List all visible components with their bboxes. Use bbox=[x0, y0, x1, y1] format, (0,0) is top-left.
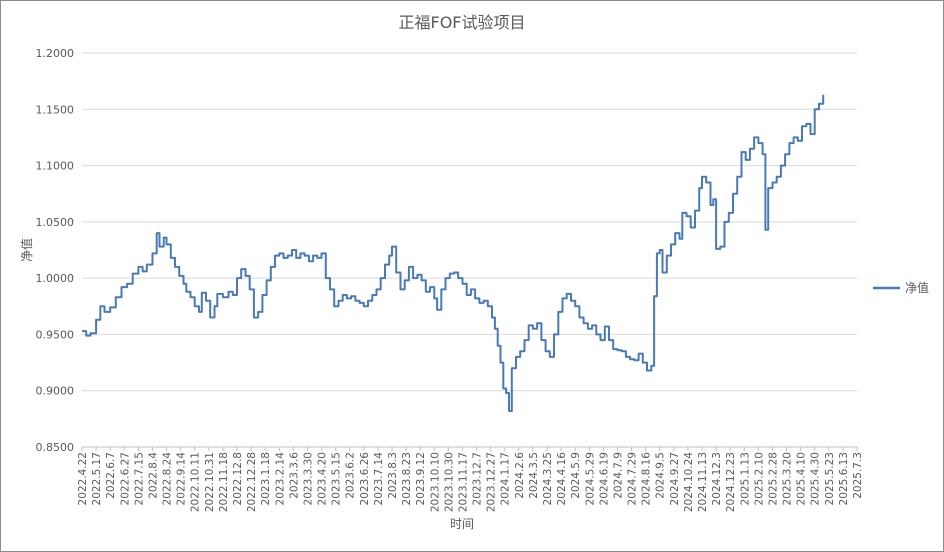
legend: 净值 bbox=[873, 280, 929, 295]
x-tick-label: 2023.11.17 bbox=[457, 452, 469, 512]
x-tick-label: 2025.5.23 bbox=[824, 452, 836, 505]
x-tick-label: 2025.1.13 bbox=[739, 452, 751, 505]
x-tick-label: 2024.9.5 bbox=[655, 452, 667, 499]
y-tick-label: 0.9000 bbox=[36, 385, 75, 398]
x-tick-label: 2023.1.18 bbox=[260, 452, 272, 505]
x-tick-label: 2023.3.30 bbox=[302, 452, 314, 505]
x-tick-label: 2022.7.15 bbox=[133, 452, 145, 505]
x-tick-label: 2024.7.9 bbox=[612, 452, 624, 499]
x-tick-label: 2023.12.7 bbox=[472, 452, 484, 505]
y-tick-label: 1.2000 bbox=[36, 47, 75, 60]
x-tick-label: 2022.12.28 bbox=[246, 452, 258, 512]
x-tick-label: 2023.10.30 bbox=[443, 452, 455, 512]
x-tick-label: 2024.4.16 bbox=[556, 452, 568, 506]
x-tick-label: 2024.1.17 bbox=[500, 452, 512, 505]
x-tick-label: 2022.12.8 bbox=[232, 452, 244, 505]
x-tick-label: 2022.8.24 bbox=[162, 452, 174, 506]
chart-title: 正福FOF试验项目 bbox=[398, 13, 525, 32]
x-tick-label: 2022.4.22 bbox=[77, 452, 89, 505]
x-tick-label: 2022.8.4 bbox=[147, 452, 159, 499]
y-axis-ticks: 0.8500 0.9000 0.9500 1.0000 1.0500 1.1000 1.15… bbox=[36, 47, 75, 454]
y-tick-label: 0.9500 bbox=[36, 328, 75, 341]
x-tick-label: 2025.4.10 bbox=[796, 452, 808, 505]
x-tick-label: 2022.9.14 bbox=[176, 452, 188, 506]
series-line-1 bbox=[82, 94, 825, 412]
x-axis-tick-labels: 2022.4.22 2022.5.17 2022.6.7 2022.6.27 2022.… bbox=[77, 452, 864, 512]
series-lines bbox=[82, 94, 825, 412]
x-tick-label: 2024.6.19 bbox=[598, 452, 610, 505]
x-tick-label: 2022.6.27 bbox=[119, 452, 131, 505]
x-tick-label: 2022.5.17 bbox=[91, 452, 103, 505]
x-tick-label: 2024.11.13 bbox=[697, 452, 709, 512]
x-tick-label: 2024.9.27 bbox=[669, 452, 681, 505]
gridlines bbox=[82, 52, 857, 392]
x-tick-label: 2022.10.11 bbox=[190, 452, 202, 512]
x-tick-label: 2024.2.6 bbox=[514, 452, 526, 499]
x-axis bbox=[81, 446, 858, 451]
x-tick-label: 2023.3.6 bbox=[288, 452, 300, 499]
x-tick-label: 2023.6.2 bbox=[345, 452, 357, 499]
x-axis-title: 时间 bbox=[450, 517, 474, 531]
y-axis-title: 净值 bbox=[19, 238, 34, 262]
x-tick-label: 2023.7.14 bbox=[373, 452, 385, 506]
y-tick-label: 1.1000 bbox=[36, 160, 75, 173]
x-tick-label: 2023.8.3 bbox=[387, 452, 399, 499]
x-tick-label: 2024.5.29 bbox=[584, 452, 596, 505]
x-tick-label: 2022.6.7 bbox=[105, 452, 117, 499]
x-tick-label: 2024.5.9 bbox=[570, 452, 582, 499]
x-tick-label: 2023.6.26 bbox=[359, 452, 371, 506]
x-tick-label: 2023.8.23 bbox=[401, 452, 413, 505]
y-tick-label: 1.0500 bbox=[36, 216, 75, 229]
x-tick-label: 2024.3.5 bbox=[528, 452, 540, 499]
y-tick-label: 1.0000 bbox=[36, 272, 75, 285]
x-tick-label: 2024.12.23 bbox=[725, 452, 737, 512]
x-tick-label: 2024.8.16 bbox=[641, 452, 653, 506]
x-tick-label: 2022.10.31 bbox=[204, 452, 216, 512]
legend-label-series-1: 净值 bbox=[905, 280, 929, 295]
x-tick-label: 2025.7.3 bbox=[852, 452, 864, 499]
x-tick-label: 2023.10.10 bbox=[429, 452, 441, 512]
x-tick-label: 2023.12.27 bbox=[486, 452, 498, 512]
x-tick-label: 2024.3.25 bbox=[542, 452, 554, 505]
x-tick-label: 2023.9.12 bbox=[415, 452, 427, 505]
x-tick-label: 2023.4.20 bbox=[317, 452, 329, 505]
x-tick-label: 2024.12.3 bbox=[711, 452, 723, 505]
x-tick-label: 2025.4.30 bbox=[810, 452, 822, 505]
x-tick-label: 2024.7.29 bbox=[627, 452, 639, 505]
x-tick-label: 2025.2.28 bbox=[767, 452, 779, 505]
y-tick-label: 1.1500 bbox=[36, 103, 75, 116]
x-tick-label: 2022.11.18 bbox=[218, 452, 230, 512]
y-tick-label: 0.8500 bbox=[36, 441, 75, 454]
x-tick-label: 2024.10.24 bbox=[683, 452, 695, 512]
x-tick-label: 2023.2.14 bbox=[274, 452, 286, 506]
x-tick-label: 2025.3.20 bbox=[782, 452, 794, 505]
x-tick-label: 2025.2.10 bbox=[753, 452, 765, 505]
x-tick-label: 2025.6.13 bbox=[838, 452, 850, 505]
x-tick-label: 2023.5.15 bbox=[331, 452, 343, 505]
